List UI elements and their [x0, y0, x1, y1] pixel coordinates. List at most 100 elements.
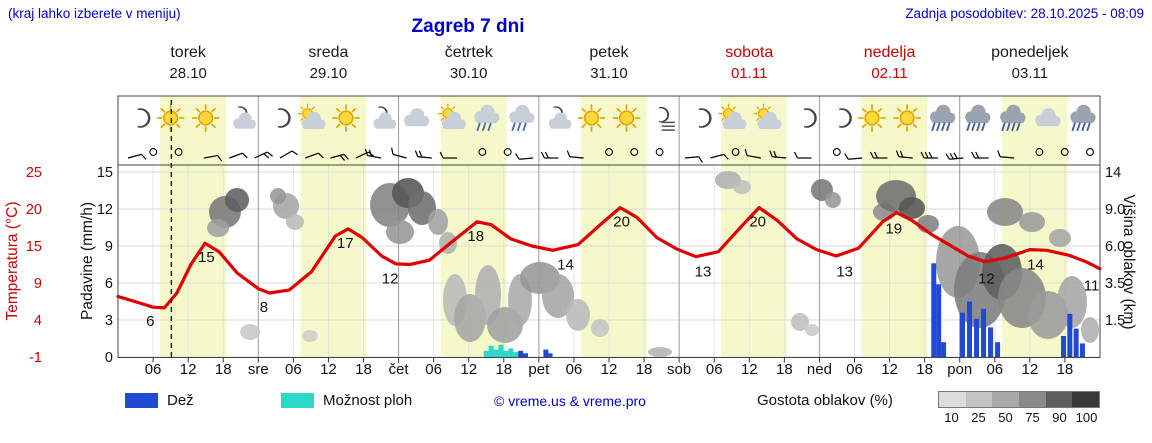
rain-bar	[936, 284, 942, 357]
day-column-nedelja: nedelja 02.11	[819, 44, 959, 82]
temperature-value-label: 18	[467, 228, 484, 245]
temperature-value-label: 11	[1084, 278, 1100, 295]
time-tick-label: 06	[425, 361, 442, 378]
day-column-ponedeljek: ponedeljek 03.11	[960, 44, 1100, 82]
density-gradient-cell	[965, 392, 993, 407]
day-column-sobota: sobota 01.11	[679, 44, 819, 82]
density-tick-label: 100	[1075, 410, 1098, 425]
cloud-height-tick-label: 3.5	[1105, 276, 1125, 292]
time-tick-label: 06	[145, 361, 162, 378]
time-tick-label: 12	[460, 361, 477, 378]
legend-bar: Dež Možnost ploh © vreme.us & vreme.pro …	[0, 388, 1152, 438]
wind-barb-icon	[971, 151, 990, 159]
wind-barb-icon	[844, 151, 863, 161]
showers-legend-swatch	[281, 393, 314, 408]
rain-bar	[981, 308, 987, 357]
cloud-height-axis-label: Višina oblakov (km)	[1120, 194, 1137, 330]
density-tick-label: 50	[998, 410, 1013, 425]
temperature-tick-label: -1	[29, 350, 42, 366]
cloud-blob	[302, 330, 318, 342]
cloud-blob	[1057, 276, 1087, 328]
wind-barb-icon	[945, 151, 965, 161]
rain-bar	[1079, 343, 1085, 357]
shower-probability-bar	[513, 352, 519, 357]
cloud-density-gradient	[938, 391, 1100, 408]
shower-probability-bar	[493, 349, 499, 357]
time-tick-label: 18	[355, 361, 372, 378]
temperature-value-label: 19	[885, 221, 902, 238]
cloud-blob	[648, 347, 672, 357]
cloud-blob	[987, 198, 1023, 226]
precipitation-tick-label: 9	[105, 239, 113, 255]
precipitation-tick-label: 3	[105, 313, 113, 329]
cloud-height-tick-label: 9.0	[1105, 202, 1125, 218]
time-tick-label: 06	[846, 361, 863, 378]
wind-calm-icon	[149, 148, 158, 156]
density-tick-label: 90	[1052, 410, 1067, 425]
day-date: 31.10	[590, 65, 628, 82]
precipitation-tick-label: 15	[97, 165, 113, 181]
shower-probability-bar	[488, 345, 494, 357]
time-tick-label: 06	[706, 361, 723, 378]
wind-calm-icon	[832, 148, 841, 156]
precipitation-tick-label: 0	[105, 350, 113, 366]
time-tick-label: 12	[741, 361, 758, 378]
day-abbr-label: sre	[248, 361, 269, 378]
day-column-sreda: sreda 29.10	[258, 44, 398, 82]
weather-sun-icon	[893, 104, 921, 132]
temperature-value-label: 17	[337, 235, 354, 252]
time-tick-label: 12	[881, 361, 898, 378]
weather-mooncloud-icon	[233, 107, 256, 129]
day-name: ponedeljek	[991, 44, 1069, 61]
cloud-blob	[542, 274, 574, 318]
weather-moon-icon	[803, 108, 817, 128]
time-tick-label: 06	[986, 361, 1003, 378]
rain-legend-label: Dež	[167, 392, 194, 409]
density-gradient-cell	[1045, 392, 1073, 407]
cloud-blob	[591, 319, 609, 337]
precipitation-axis-label: Padavine (mm/h)	[79, 201, 96, 321]
time-tick-label: 18	[495, 361, 512, 378]
day-column-petek: petek 31.10	[539, 44, 679, 82]
wind-barb-icon	[363, 148, 383, 159]
temperature-value-label: 13	[695, 263, 712, 280]
temperature-value-label: 13	[836, 263, 853, 280]
rain-bar	[988, 327, 994, 357]
copyright-link[interactable]: © vreme.us & vreme.pro	[494, 393, 646, 409]
cloud-blob	[566, 299, 590, 331]
weather-mooncloud-icon	[549, 107, 572, 129]
rain-bar	[523, 353, 529, 357]
day-abbr-label: sob	[667, 361, 691, 378]
shower-probability-bar	[498, 344, 504, 357]
rain-bar	[974, 318, 980, 357]
wind-barb-icon	[540, 151, 560, 159]
cloud-blob	[286, 214, 304, 230]
temperature-tick-label: 25	[26, 165, 42, 181]
temperature-value-label: 14	[557, 256, 574, 273]
weather-drain-icon	[965, 105, 990, 130]
temperature-value-label: 14	[1027, 256, 1044, 273]
cloud-blob	[428, 209, 448, 235]
rain-bar	[931, 263, 937, 357]
wind-barb-icon	[254, 150, 274, 165]
cloud-blob	[1049, 229, 1071, 247]
day-column-torek: torek 28.10	[118, 44, 258, 82]
cloud-blob	[733, 180, 751, 194]
wind-calm-icon	[1086, 148, 1094, 156]
density-gradient-cell	[1019, 392, 1046, 407]
weather-mooncloud-icon	[373, 107, 396, 129]
weather-moon-icon	[136, 108, 151, 128]
weather-moon-icon	[277, 108, 291, 128]
density-gradient-cell	[1072, 392, 1100, 407]
temperature-value-label: 20	[749, 214, 766, 231]
cloud-blob	[1019, 212, 1045, 232]
time-tick-label: 18	[215, 361, 232, 378]
cloud-blob	[475, 265, 501, 325]
temperature-tick-label: 9	[34, 276, 42, 292]
weather-sun-icon	[858, 104, 886, 132]
wind-calm-icon	[655, 148, 664, 156]
day-abbr-label: čet	[389, 361, 410, 378]
day-band	[861, 96, 928, 358]
weather-moonfog-icon	[659, 107, 675, 130]
cloud-blob	[825, 192, 841, 208]
